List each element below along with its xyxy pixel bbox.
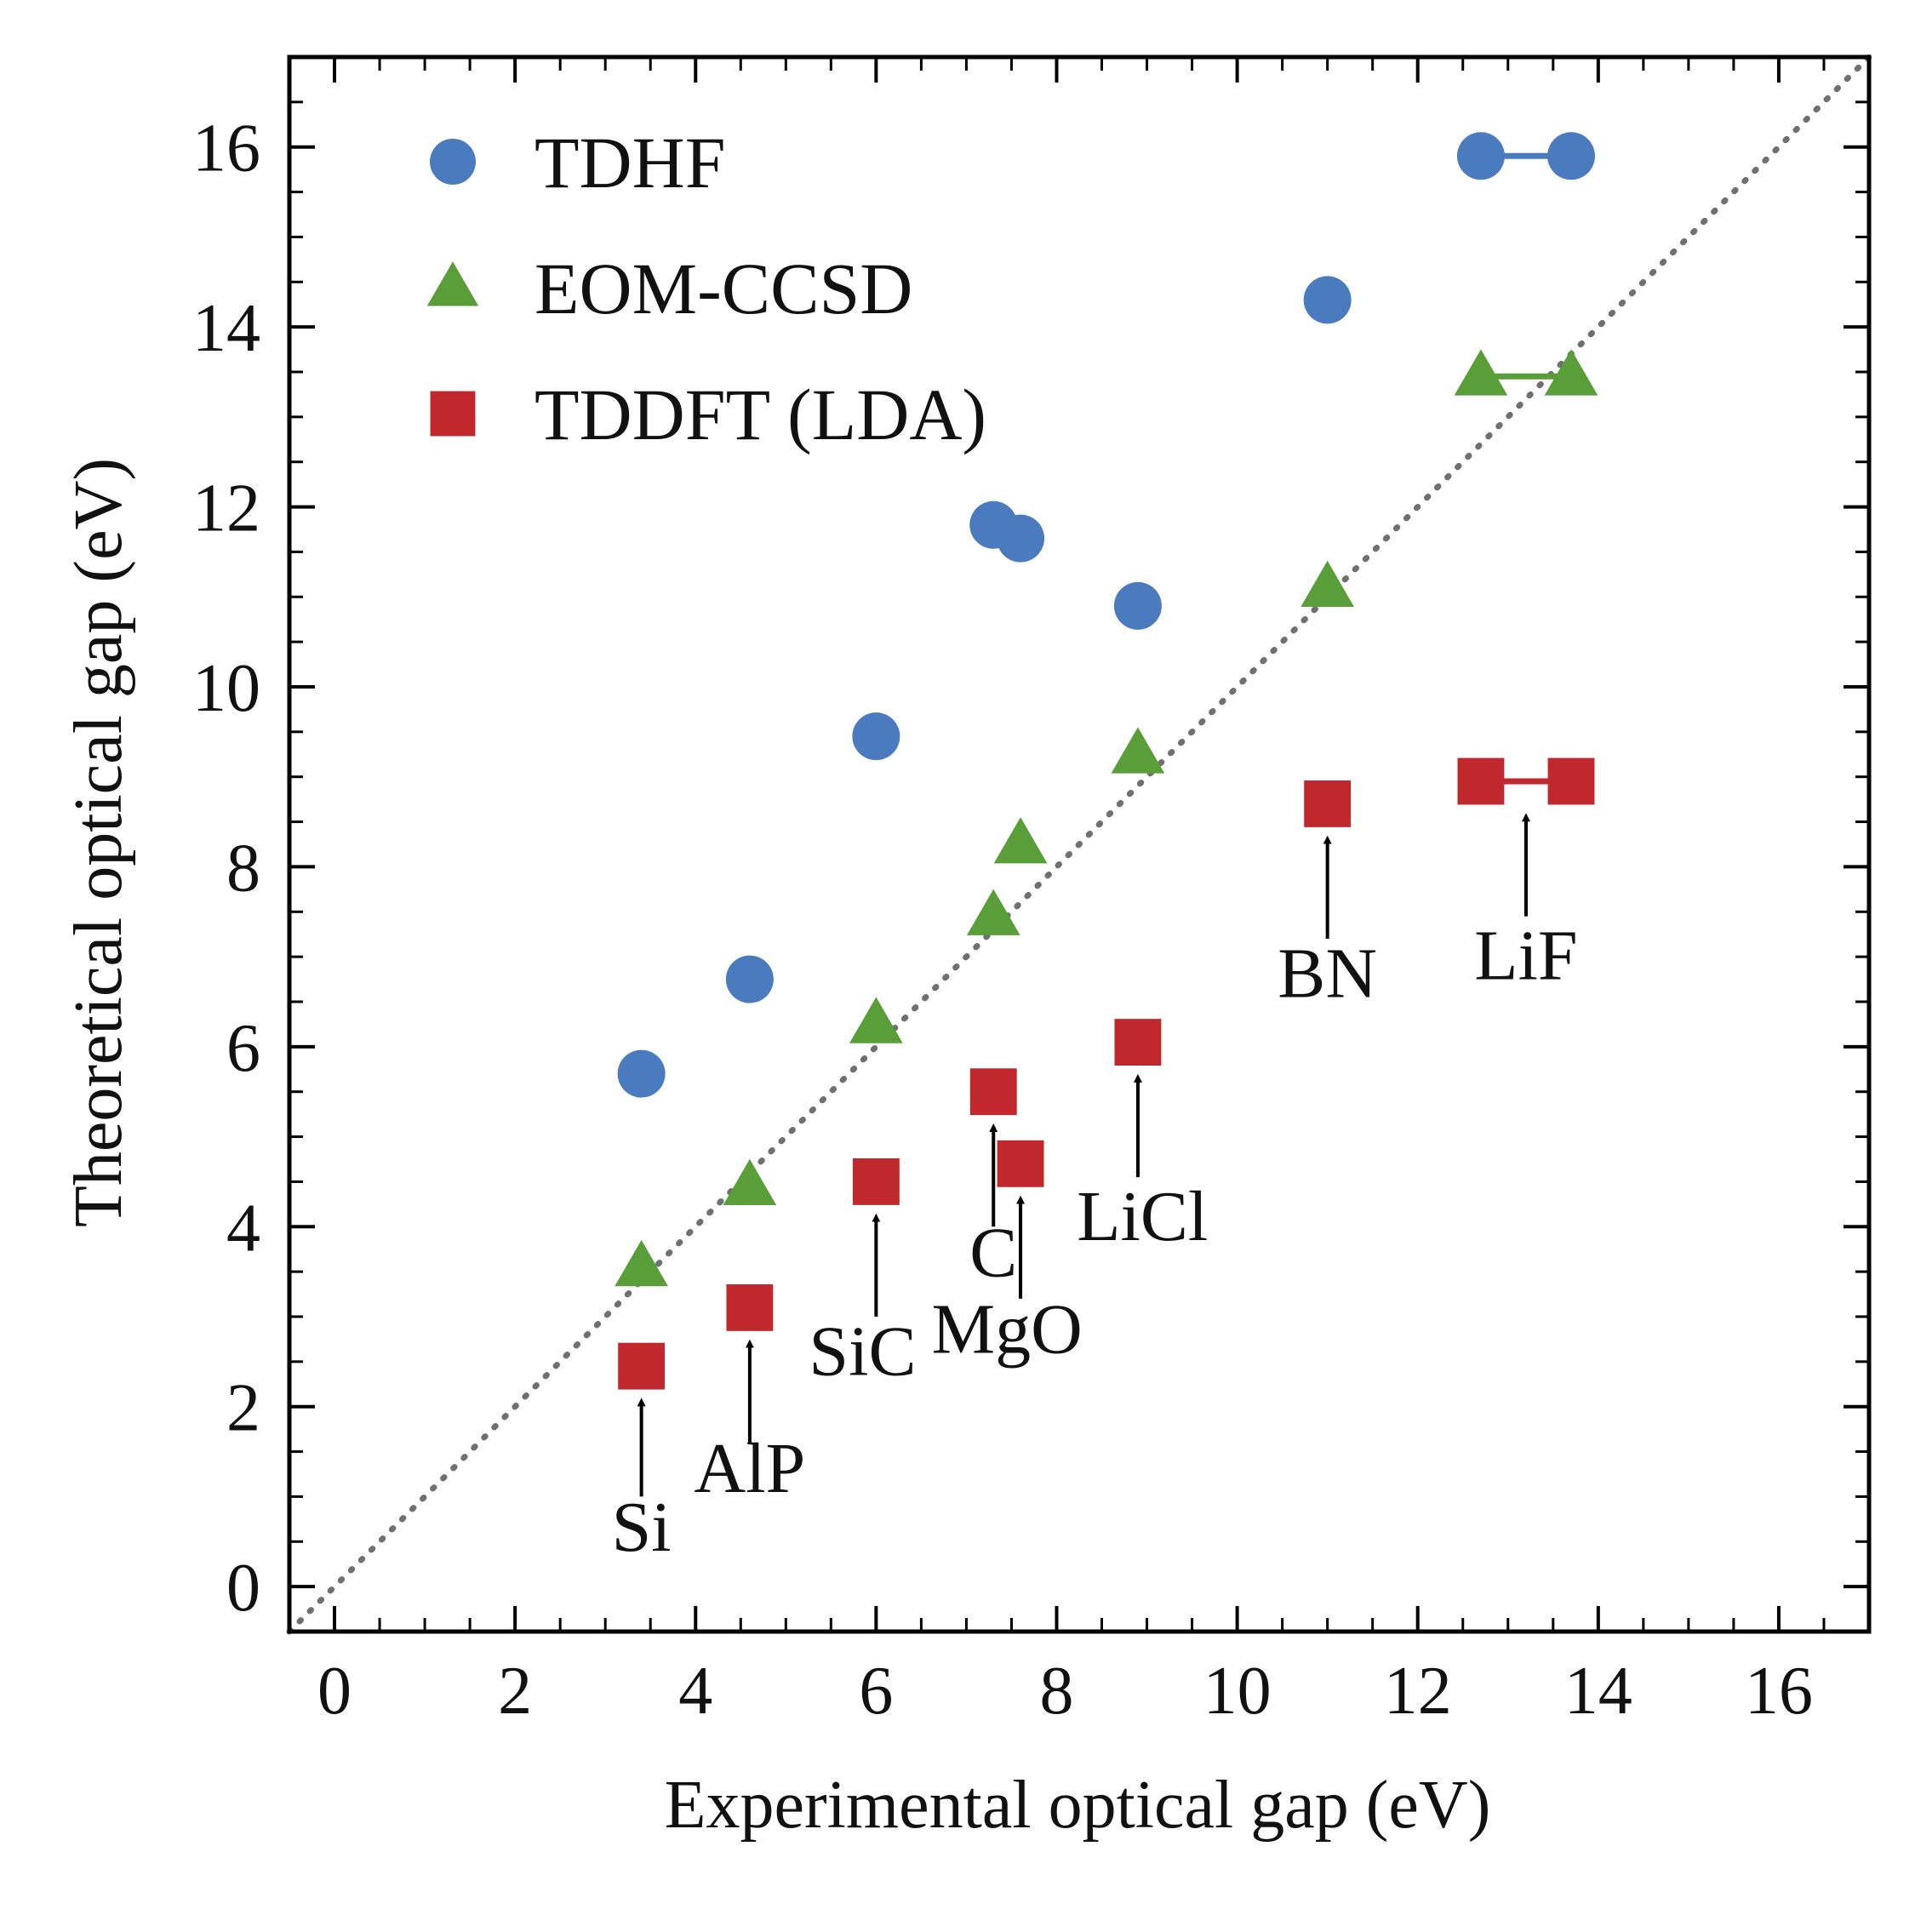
x-tick-label: 6	[859, 1654, 893, 1729]
square-data-point	[1304, 780, 1352, 827]
legend: TDHF EOM-CCSD TDDFT (LDA)	[426, 122, 986, 455]
triangle-data-point	[615, 1239, 668, 1287]
legend-label: EOM-CCSD	[534, 248, 912, 329]
x-tick-label: 4	[678, 1654, 712, 1729]
circle-data-point	[1456, 132, 1505, 180]
x-tick-label: 8	[1039, 1654, 1073, 1729]
circle-data-point	[725, 955, 774, 1003]
triangle-data-point	[1544, 349, 1598, 396]
circle-data-point	[1113, 581, 1162, 630]
triangle-data-point	[966, 889, 1020, 935]
reference-line-y-equals-x	[286, 54, 1872, 1635]
x-tick-label: 14	[1564, 1654, 1632, 1729]
legend-marker	[430, 391, 476, 437]
square-data-point	[852, 1157, 900, 1205]
legend-label: TDDFT (LDA)	[534, 374, 986, 455]
circle-data-point	[1303, 276, 1352, 324]
plot-frame	[287, 54, 1872, 1634]
x-tick-label: 0	[317, 1654, 352, 1729]
x-tick-label: 10	[1203, 1654, 1272, 1729]
triangle-data-point	[723, 1158, 777, 1206]
x-tick-label: 12	[1384, 1654, 1452, 1729]
triangle-data-point	[1111, 727, 1165, 774]
y-tick-label: 12	[192, 472, 260, 546]
circle-data-point	[1547, 132, 1596, 180]
x-axis-label: Experimental optical gap (eV)	[665, 1768, 1491, 1843]
annotation-label: AlP	[695, 1429, 806, 1508]
square-data-point	[1457, 757, 1505, 805]
square-data-point	[997, 1140, 1044, 1187]
square-data-point	[618, 1342, 666, 1390]
y-tick-label: 16	[192, 111, 260, 186]
circle-data-point	[852, 712, 900, 761]
y-tick-label: 4	[226, 1191, 260, 1266]
y-tick-label: 8	[226, 831, 260, 906]
triangle-data-point	[993, 817, 1048, 864]
annotation-label: SiC	[809, 1312, 916, 1392]
circle-data-point	[617, 1049, 666, 1098]
x-tick-label: 2	[498, 1654, 532, 1729]
y-axis-label: Theoretical optical gap (eV)	[61, 458, 136, 1227]
annotation-label: C	[969, 1213, 1017, 1292]
y-tick-label: 0	[226, 1551, 260, 1626]
triangle-data-point	[849, 997, 903, 1043]
annotation-label: Si	[612, 1488, 672, 1567]
square-data-point	[1114, 1019, 1162, 1066]
triangle-data-point	[1300, 560, 1355, 608]
annotation-label: BN	[1278, 935, 1377, 1014]
y-tick-label: 14	[192, 291, 260, 366]
legend-marker	[426, 261, 479, 306]
legend-label: TDHF	[534, 122, 726, 203]
square-data-point	[726, 1283, 774, 1331]
square-data-point	[969, 1068, 1017, 1116]
y-tick-label: 6	[226, 1011, 260, 1086]
legend-marker	[430, 139, 476, 185]
annotation-label: MgO	[931, 1289, 1082, 1369]
y-tick-label: 2	[226, 1371, 260, 1446]
x-tick-label: 16	[1745, 1654, 1813, 1729]
annotation-label: LiCl	[1077, 1177, 1208, 1256]
square-data-point	[1547, 757, 1595, 805]
triangle-data-point	[1454, 349, 1508, 396]
circle-data-point	[997, 514, 1045, 563]
annotation-label: LiF	[1474, 917, 1577, 996]
y-tick-label: 10	[192, 651, 260, 726]
